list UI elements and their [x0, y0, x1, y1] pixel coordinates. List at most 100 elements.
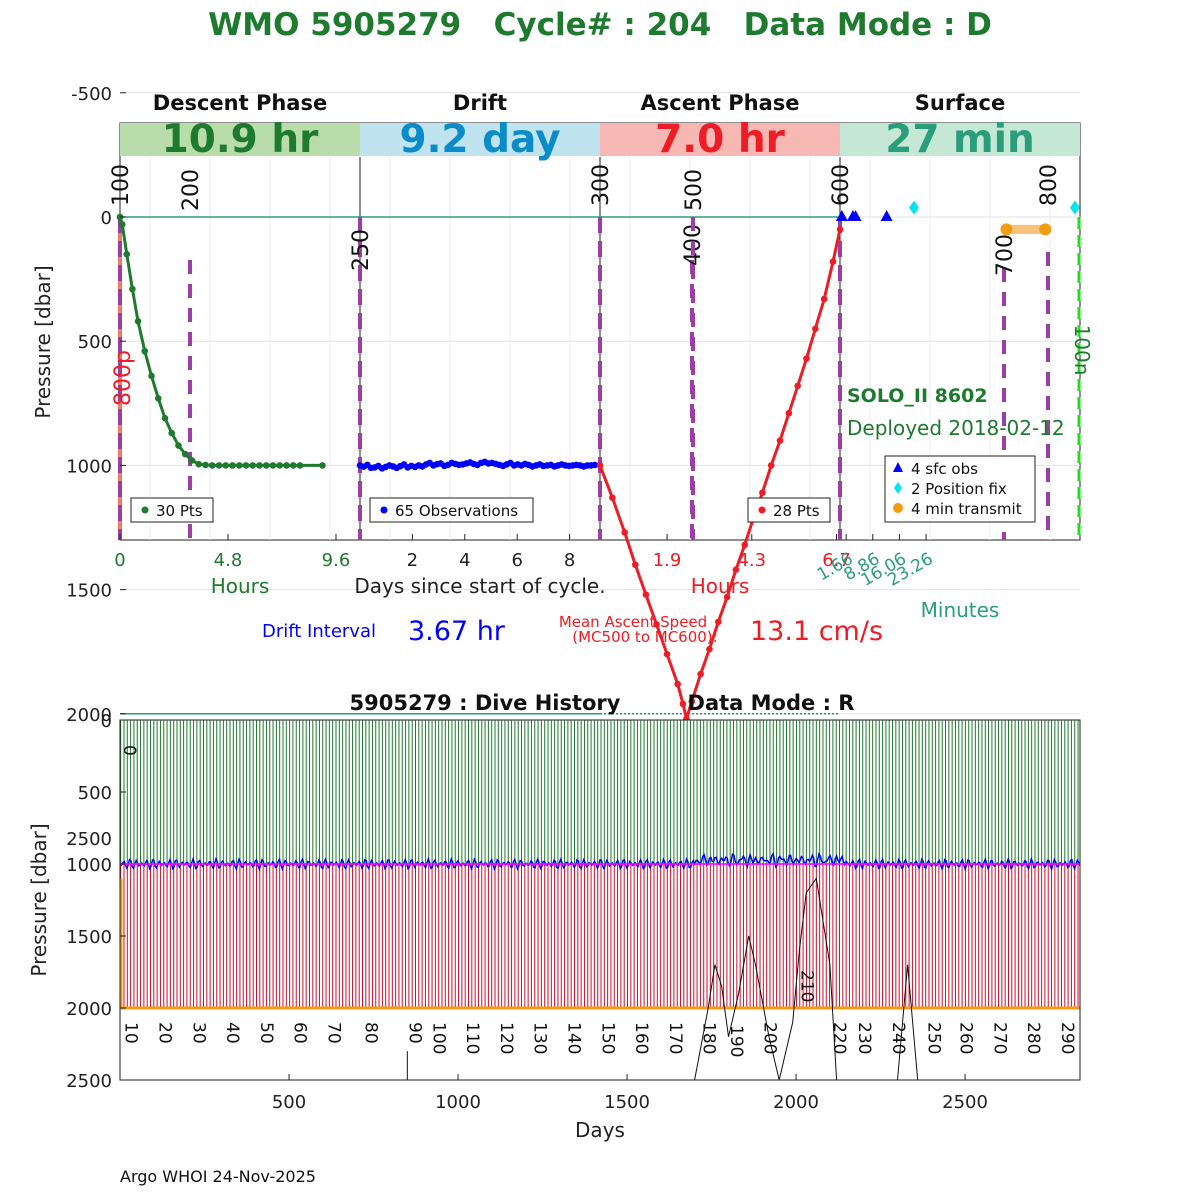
data-point-descent [269, 462, 277, 469]
mission-code-label: 600 [829, 164, 854, 206]
mission-code-label: 200 [179, 169, 204, 211]
y-tick-label: 1000 [66, 855, 112, 876]
mission-code-label: 800 [1037, 164, 1062, 206]
cycle-number-label: 240 [888, 1022, 908, 1054]
data-point-ascent [697, 670, 704, 678]
cycle-number-label: 290 [1057, 1022, 1077, 1054]
data-point-descent [195, 460, 203, 468]
mission-code-label: 250 [349, 229, 374, 271]
data-point-descent [129, 285, 136, 293]
phase-duration: 7.0 hr [655, 117, 785, 162]
legend-box [369, 497, 534, 523]
x-tick-label: 2 [407, 550, 418, 571]
mission-code-label: 500 [682, 169, 707, 211]
data-point-descent [208, 462, 216, 469]
dive-history-panel: 5905279 : Dive History Data Mode : R 0 10… [27, 691, 1081, 1142]
float-name: SOLO_II 8602 [847, 385, 988, 407]
data-point-descent [148, 372, 155, 380]
mission-code-label: 700 [993, 234, 1018, 276]
y-tick-label: 0 [101, 711, 112, 732]
cycle-number-label: 170 [665, 1022, 685, 1054]
x-axis-label-ascent: Hours [691, 574, 750, 598]
data-point-ascent [829, 258, 837, 266]
x-tick-label: 500 [272, 1092, 306, 1113]
data-point-descent [141, 347, 149, 355]
data-point-descent [229, 462, 236, 469]
data-point-descent [168, 429, 176, 437]
x-tick-label: 2000 [773, 1092, 819, 1113]
phase-title: Descent Phase [153, 91, 327, 115]
cycle-number-label: 210 [797, 970, 817, 1002]
data-point-ascent [732, 566, 740, 574]
x-tick-label: 1000 [435, 1092, 481, 1113]
legend-text: 2 Position fix [911, 480, 1007, 498]
legend-text: 4 min transmit [911, 500, 1022, 518]
x-tick-label: 1.9 [653, 550, 682, 571]
data-point-ascent [596, 462, 604, 469]
dive-history-title: 5905279 : Dive History [350, 691, 621, 715]
data-point-descent [202, 461, 209, 469]
data-point-ascent [776, 437, 784, 444]
legend-marker [893, 503, 903, 513]
data-point-ascent [767, 462, 775, 469]
deployment-date: Deployed 2018-02-12 [847, 416, 1065, 440]
data-point-drift [591, 461, 599, 469]
data-point-descent [154, 395, 162, 402]
data-point-ascent [785, 409, 793, 417]
y-tick-label: 1500 [66, 927, 112, 948]
cycle-number-label: 110 [462, 1022, 482, 1054]
data-point-ascent [714, 618, 722, 626]
y-tick-label: 500 [78, 332, 112, 353]
data-point-ascent [723, 593, 731, 601]
dive-history-y-label: Pressure [dbar] [27, 823, 51, 976]
y-tick-label: 0 [101, 208, 112, 229]
cycle-number-label: 70 [324, 1022, 344, 1044]
data-point-ascent [679, 700, 687, 708]
drift-trace [119, 851, 1081, 872]
cycle-number-label: 50 [256, 1022, 276, 1044]
x-tick-label: 0 [114, 550, 125, 571]
surface-legend-box [884, 455, 1036, 523]
data-point-descent [242, 462, 250, 469]
data-point-descent [134, 318, 142, 325]
y-tick-label: 1000 [66, 456, 112, 477]
cycle-number-label: 120 [496, 1022, 516, 1054]
legend-text: 65 Observations [395, 502, 518, 520]
dive-history-frame [119, 719, 1081, 1081]
phase-band [600, 123, 840, 156]
ascent-speed-value: 13.1 cm/s [750, 616, 883, 647]
cycle-number-label: 80 [361, 1022, 381, 1044]
cycle-number-label: 250 [924, 1022, 944, 1054]
cycle-labels: 0 10 20 30 40 50 60 70 80 90 100 110 120 130 140 150 160… [119, 745, 1077, 1057]
cycle-number-label: 270 [989, 1022, 1009, 1054]
surface-pressure-trace [694, 877, 919, 1081]
data-point-descent [123, 250, 131, 258]
sfc-obs-marker [849, 210, 862, 221]
mission-code-label: 300 [589, 164, 614, 206]
cycle-number-label: 260 [956, 1022, 976, 1054]
label-100n: 100n [1070, 325, 1094, 376]
figure-title: WMO 5905279 Cycle# : 204 Data Mode : D [208, 7, 992, 43]
data-point-ascent [812, 325, 819, 333]
legend-marker [141, 506, 149, 514]
cycle-number-label: 230 [854, 1022, 874, 1054]
legend-marker [894, 482, 902, 494]
y-tick-label: 500 [78, 783, 112, 804]
x-axis-label-descent: Hours [211, 574, 270, 598]
legend-marker [758, 506, 766, 514]
data-point-descent [289, 462, 297, 469]
data-point-ascent [642, 591, 650, 598]
data-point-descent [276, 462, 284, 469]
data-point-descent [175, 442, 182, 449]
transmit-marker [1039, 223, 1052, 236]
top-y-axis: -500 0 500 1000 1500 2000 2500 [66, 84, 126, 850]
legend-marker [893, 462, 903, 472]
cycle-number-label: 280 [1023, 1022, 1043, 1054]
data-point-descent [188, 457, 196, 464]
ascent-speed-label: Mean Ascent Speed [559, 613, 707, 631]
dive-history-x-label: Days [575, 1118, 625, 1142]
top-y-axis-label: Pressure [dbar] [31, 265, 55, 418]
x-tick-label: 8 [564, 550, 575, 571]
